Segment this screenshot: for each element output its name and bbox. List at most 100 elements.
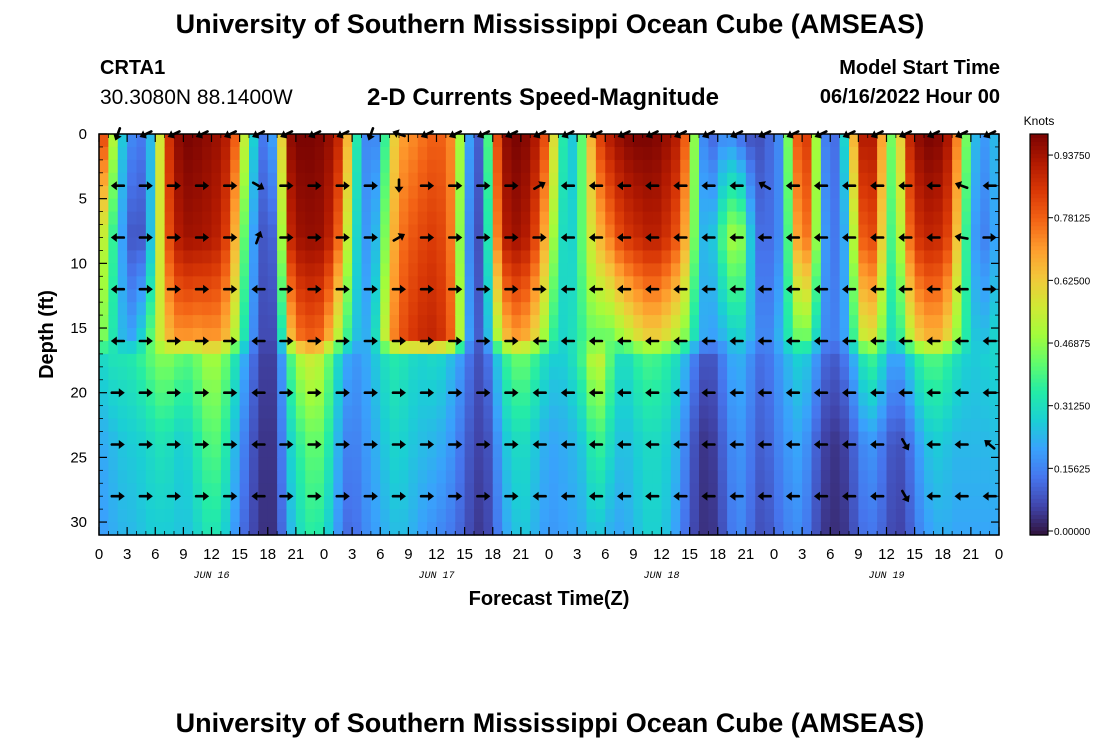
colorbar-swatch [1030,350,1048,356]
arrow-head [251,491,258,501]
heatmap-cell [155,172,166,187]
heatmap-cell [961,405,972,420]
heatmap-cell [483,496,494,510]
heatmap-cell [464,185,475,200]
heatmap-cell [989,146,1000,161]
arrow-head [673,336,680,346]
arrow-head [560,440,567,449]
heatmap-cell [567,405,578,420]
heatmap-cell [895,134,906,148]
heatmap-cell [361,353,372,368]
heatmap-cell [99,522,109,536]
current-arrow [166,388,181,398]
heatmap-cell [220,198,231,213]
heatmap-cell [464,470,475,484]
heatmap-cell [614,250,625,264]
heatmap-cell [455,509,466,523]
heatmap-cell [652,185,663,200]
heatmap-cell [717,496,728,510]
colorbar-swatch [1030,290,1048,295]
heatmap-cell [333,250,344,264]
heatmap-cell [511,211,522,226]
heatmap-cell [333,134,344,148]
heatmap-cell [305,470,316,484]
heatmap-cell [745,185,756,200]
current-arrow [419,440,435,449]
colorbar-swatch [1030,142,1048,147]
heatmap-cell [820,431,831,446]
heatmap-cell [952,315,963,329]
heatmap-cell [99,457,109,471]
heatmap-cell [783,496,794,510]
heatmap-cell [764,146,775,161]
arrow-head [758,181,766,190]
heatmap-cell [342,470,353,484]
heatmap-cell [905,522,916,536]
heatmap-cell [417,353,428,368]
heatmap-cell [989,457,1000,471]
heatmap-cell [839,302,850,316]
heatmap-cell [211,134,222,148]
heatmap-cell [145,457,156,471]
heatmap-cell [680,483,691,497]
heatmap-cell [445,302,456,316]
heatmap-cell [295,146,306,161]
current-arrow [560,284,576,294]
heatmap-cell [445,172,456,187]
heatmap-cell [455,496,466,510]
heatmap-cell [511,353,522,368]
arrow-head [842,284,848,294]
heatmap-cell [961,353,972,368]
heatmap-cell [727,509,738,523]
heatmap-cell [877,134,888,148]
heatmap-cell [445,444,456,458]
heatmap-cell [689,328,700,342]
heatmap-cell [849,198,859,213]
colorbar-swatch [1030,310,1048,316]
heatmap-cell [286,198,297,213]
heatmap-cell [455,392,466,407]
heatmap-cell [295,237,306,252]
heatmap-cell [258,315,269,329]
heatmap-cell [370,509,381,523]
heatmap-cell [520,418,531,433]
heatmap-cell [670,276,681,290]
heatmap-cell [127,431,138,446]
heatmap-cell [614,366,625,381]
heatmap-cell [586,418,597,433]
colorbar-swatch [1030,154,1048,159]
heatmap-cell [652,379,663,394]
heatmap-cell [802,328,813,342]
heatmap-cell [239,276,250,290]
arrow-head [954,440,961,449]
heatmap-cell [633,289,644,303]
x-tick-label: 9 [179,546,187,563]
heatmap-cell [717,444,728,458]
heatmap-cell [520,522,531,536]
current-arrow [560,336,576,346]
arrow-head [484,284,491,294]
heatmap-cell [399,392,409,407]
arrow-head [315,233,322,242]
heatmap-cell [558,457,569,471]
heatmap-cell [989,224,1000,239]
heatmap-cell [624,159,634,174]
heatmap-cell [970,522,981,536]
heatmap-cell [558,198,569,213]
heatmap-cell [108,198,119,213]
heatmap-cell [774,146,784,161]
heatmap-cell [183,185,194,200]
heatmap-cell [549,198,559,213]
heatmap-cell [755,159,766,174]
heatmap-cell [352,418,363,433]
heatmap-cell [474,457,484,471]
heatmap-cell [708,146,719,161]
heatmap-cell [905,328,916,342]
heatmap-cell [399,315,409,329]
heatmap-cell [445,276,456,290]
heatmap-cell [324,302,334,316]
heatmap-cell [839,276,850,290]
heatmap-cell [483,276,494,290]
current-arrow [617,491,632,501]
heatmap-cell [539,522,550,536]
